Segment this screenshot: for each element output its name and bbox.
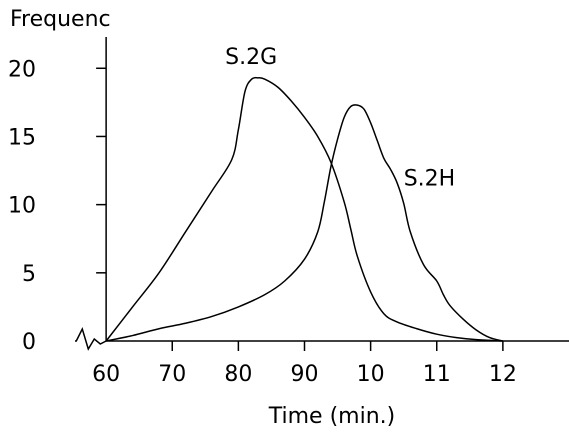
chart-series <box>105 76 504 342</box>
x-axis-break <box>75 326 107 351</box>
x-tick-label: 12 <box>489 362 517 387</box>
x-tick-label: 11 <box>423 362 451 387</box>
series-label-s-2h: S.2H <box>404 167 456 192</box>
x-tick-label: 90 <box>291 362 319 387</box>
series-label-s-2g: S.2G <box>225 45 277 70</box>
chart-labels: S.2G S.2H <box>225 45 455 191</box>
x-tick-label: 80 <box>224 362 252 387</box>
chart-axes: 0 5 10 15 20 60 70 80 90 10 11 12 Frequenc Time (min.… <box>8 7 569 429</box>
x-tick-label: 70 <box>158 362 186 387</box>
y-tick-label: 0 <box>22 330 36 355</box>
y-axis-title: Frequenc <box>10 7 111 32</box>
series-line-s-2h <box>105 104 504 342</box>
y-tick-label: 15 <box>8 125 36 150</box>
y-tick-label: 20 <box>8 57 36 82</box>
y-tick-label: 5 <box>22 262 36 287</box>
x-axis-title: Time (min.) <box>268 404 395 429</box>
x-tick-label: 10 <box>357 362 385 387</box>
series-line-s-2g <box>105 76 503 342</box>
y-tick-label: 10 <box>8 194 36 219</box>
x-tick-label: 60 <box>92 362 120 387</box>
